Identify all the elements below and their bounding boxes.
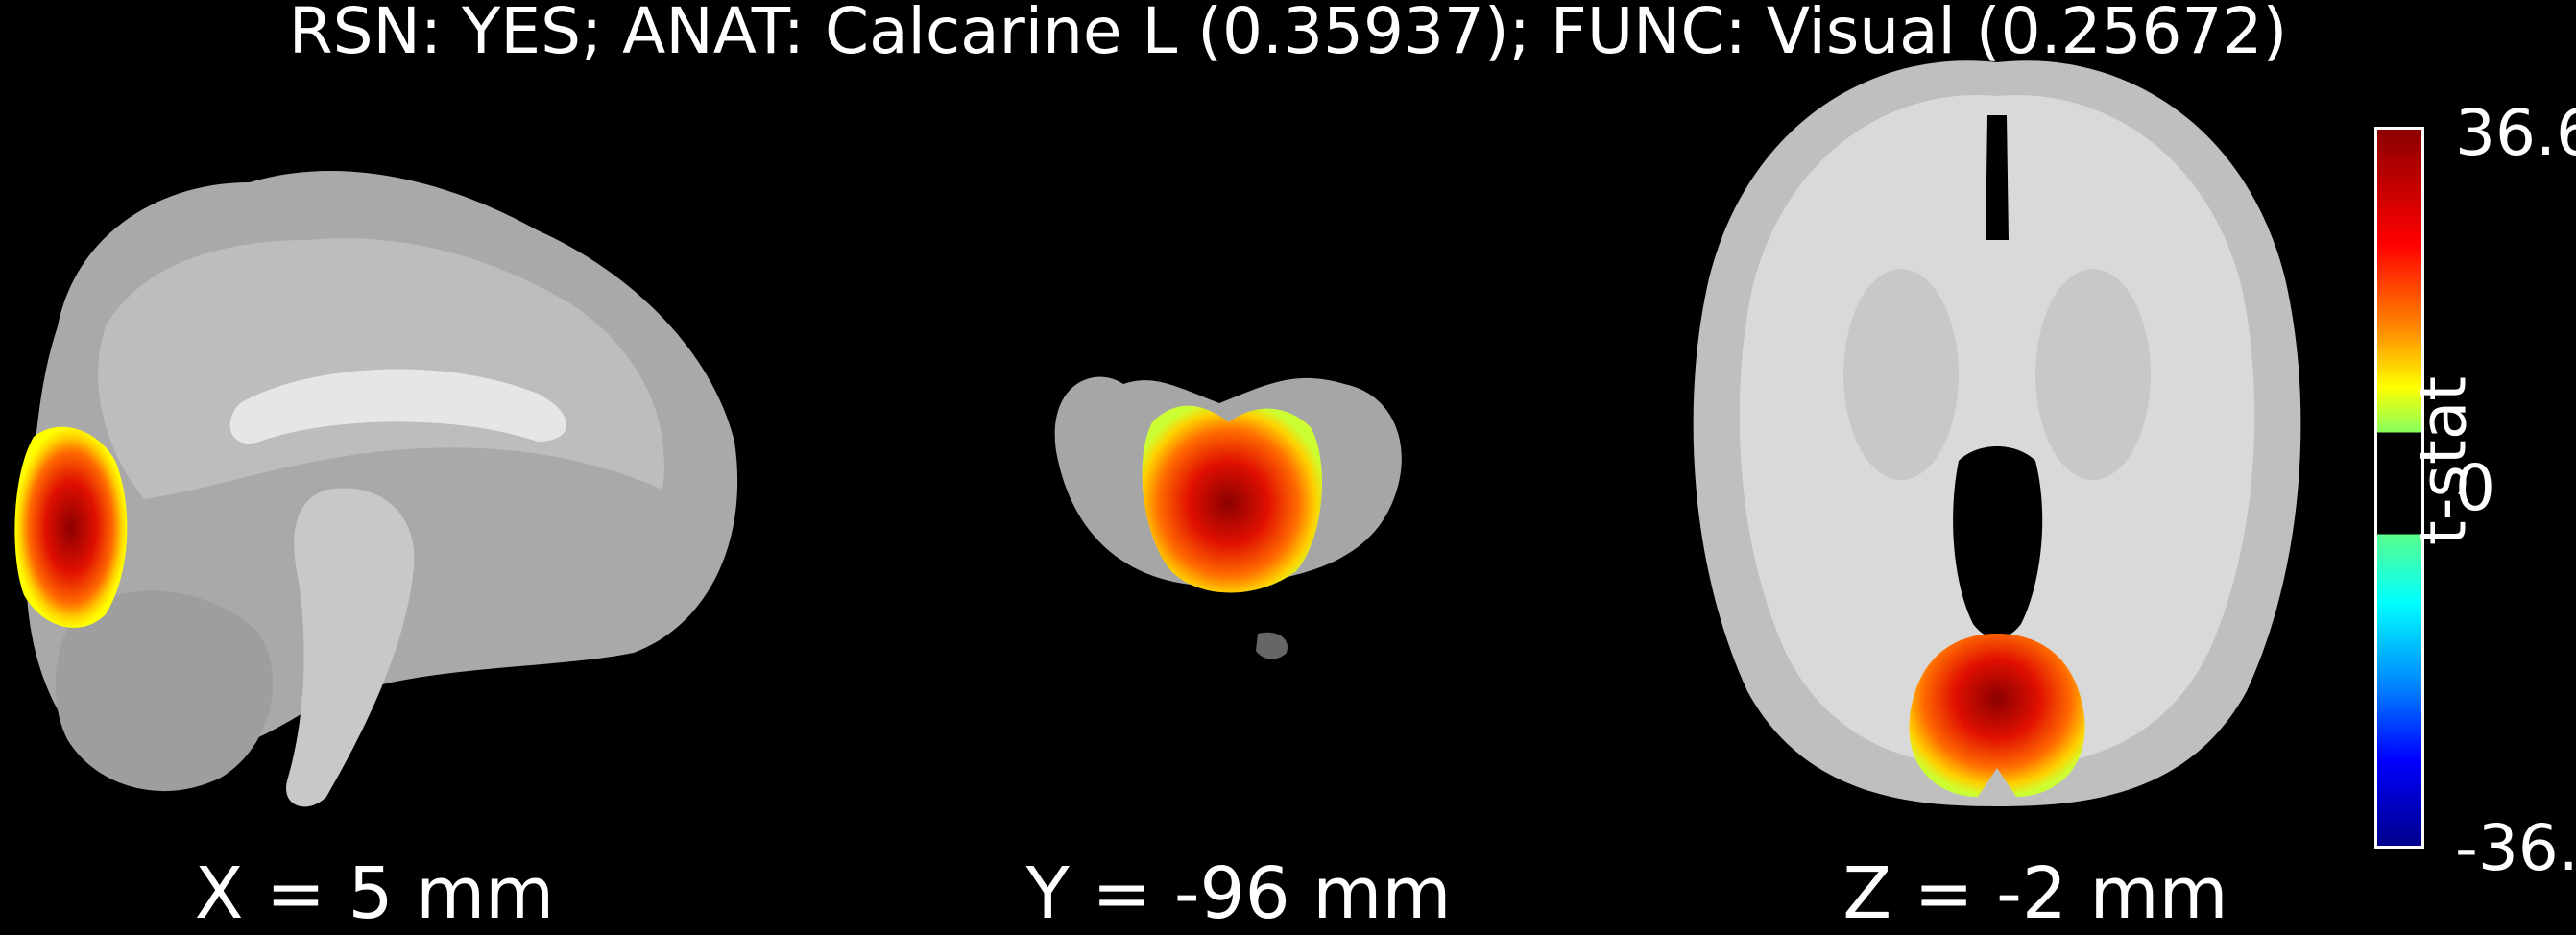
- colorbar: [2374, 127, 2424, 849]
- coronal-slice: [1037, 38, 1421, 816]
- colorbar-zero-label: 0: [2455, 451, 2495, 525]
- figure-title: RSN: YES; ANAT: Calcarine L (0.35937); F…: [288, 0, 2288, 68]
- sagittal-slice: [0, 38, 749, 816]
- colorbar-max-label: 36.6: [2455, 96, 2576, 170]
- slice-x-label: X = 5 mm: [194, 852, 555, 935]
- slice-y-label: Y = -96 mm: [1025, 852, 1452, 935]
- colorbar-min-label: -36.: [2455, 811, 2576, 885]
- colorbar-title: t-stat: [2406, 375, 2481, 546]
- slice-z-label: Z = -2 mm: [1842, 852, 2228, 935]
- axial-slice: [1671, 38, 2323, 816]
